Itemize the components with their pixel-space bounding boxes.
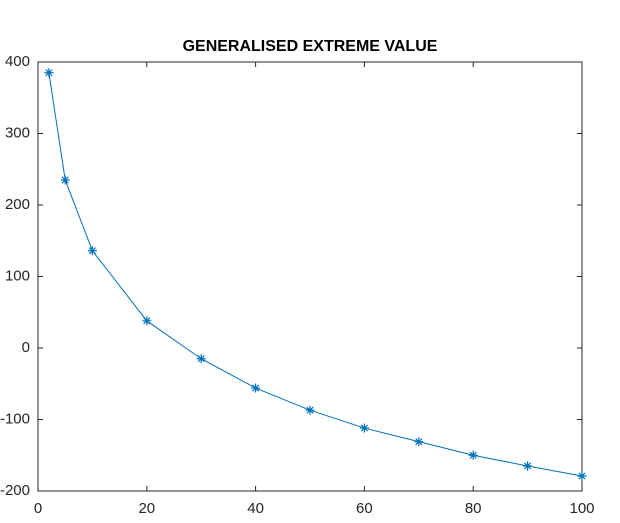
marker [305,405,315,415]
x-tick-label: 0 [34,500,42,517]
y-tick-label: 300 [5,124,30,141]
y-tick-label: 400 [5,53,30,70]
marker [142,316,152,326]
marker [87,246,97,256]
y-tick-label: 100 [5,267,30,284]
x-tick-label: 80 [465,500,482,517]
marker [44,68,54,78]
y-tick-label: 200 [5,196,30,213]
plot-area [37,61,583,492]
y-tick-label: -100 [0,410,30,427]
chart-title: GENERALISED EXTREME VALUE [183,38,438,55]
marker [468,450,478,460]
x-tick-label: 100 [569,500,594,517]
marker [60,175,70,185]
x-tick-label: 40 [247,500,264,517]
y-tick-label: 0 [22,339,30,356]
marker [577,471,587,481]
marker [414,437,424,447]
series-line [48,72,583,477]
y-tick-label: -200 [0,482,30,499]
marker [523,461,533,471]
x-tick-label: 60 [356,500,373,517]
marker [359,423,369,433]
marker [196,354,206,364]
marker [251,383,261,393]
x-tick-label: 20 [138,500,155,517]
